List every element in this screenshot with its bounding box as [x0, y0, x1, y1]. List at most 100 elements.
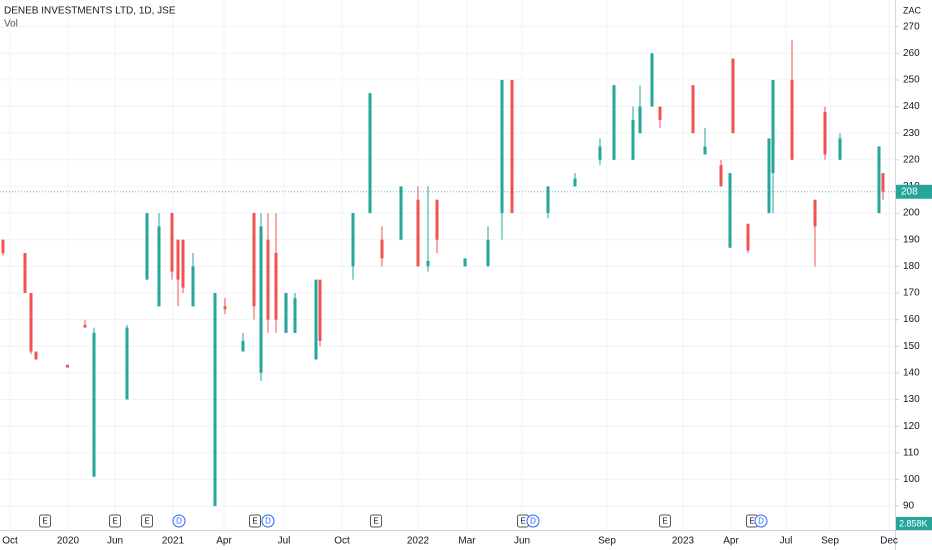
- dividend-marker: [172, 514, 186, 528]
- candle-body: [92, 332, 96, 477]
- event-label: E: [749, 517, 754, 526]
- x-tick-label: Sep: [598, 536, 616, 547]
- candle-body: [368, 93, 372, 214]
- candle-body: [83, 324, 87, 328]
- volume-label: 2.858K: [899, 518, 928, 528]
- x-tick-label: Apr: [723, 536, 739, 547]
- candle-body: [426, 261, 430, 267]
- candle-body: [252, 213, 256, 307]
- dividend-marker: [526, 514, 540, 528]
- candle-body: [66, 364, 69, 368]
- earnings-marker: [249, 514, 261, 528]
- x-tick-label: Sep: [821, 536, 839, 547]
- candle-body: [463, 258, 467, 267]
- event-label: E: [662, 517, 667, 526]
- x-tick-label: Jul: [278, 536, 291, 547]
- candle-body: [500, 79, 504, 214]
- event-label: E: [373, 517, 378, 526]
- candle-body: [746, 223, 750, 251]
- x-tick-label: Dec: [880, 536, 898, 547]
- y-tick-label: 270: [903, 21, 920, 32]
- candle-body: [435, 199, 439, 240]
- y-tick-label: 130: [903, 394, 920, 405]
- candle-body: [771, 79, 775, 174]
- y-tick-label: 190: [903, 234, 920, 245]
- candle-body: [284, 292, 288, 333]
- x-tick-label: 2020: [57, 536, 80, 547]
- y-tick-label: 140: [903, 368, 920, 379]
- dividend-marker: [754, 514, 768, 528]
- y-tick-label: 250: [903, 75, 920, 86]
- y-tick-label: 90: [903, 501, 915, 512]
- candle-body: [241, 340, 245, 352]
- candle-body: [125, 327, 129, 400]
- earnings-marker: [39, 514, 51, 528]
- volume-legend: Vol: [4, 19, 18, 30]
- y-tick-label: 100: [903, 474, 920, 485]
- candle-body: [170, 213, 174, 272]
- candle-body: [703, 146, 707, 155]
- candle-body: [399, 186, 403, 240]
- volume-box: [896, 517, 932, 530]
- earnings-marker: [659, 514, 671, 528]
- candle-body: [881, 173, 885, 192]
- candle-body: [191, 266, 195, 307]
- candle-body: [612, 85, 616, 160]
- candle-body: [318, 279, 322, 341]
- event-label: E: [112, 517, 117, 526]
- candle-body: [813, 199, 817, 227]
- candle-body: [486, 239, 490, 267]
- candle-body: [598, 146, 602, 160]
- earnings-marker: [109, 514, 121, 528]
- earnings-marker: [370, 514, 382, 528]
- y-tick-label: 240: [903, 101, 920, 112]
- candle-body: [658, 106, 662, 120]
- candle-body: [157, 226, 161, 307]
- event-label: D: [265, 517, 271, 526]
- currency-label: ZAC: [903, 5, 922, 15]
- candle-body: [631, 119, 635, 160]
- x-tick-label: Jul: [780, 536, 793, 547]
- event-label: E: [144, 517, 149, 526]
- y-tick-label: 120: [903, 421, 920, 432]
- event-label: E: [42, 517, 47, 526]
- candle-body: [23, 253, 27, 293]
- candle-body: [34, 351, 38, 360]
- candle-body: [176, 239, 180, 280]
- last-price-box: [896, 184, 932, 199]
- candle-body: [838, 138, 842, 160]
- candle-body: [380, 239, 384, 259]
- candle-body: [213, 292, 217, 507]
- candle-body: [266, 239, 270, 320]
- candle-body: [767, 138, 771, 214]
- candle-body: [823, 111, 827, 155]
- candle-body: [638, 106, 642, 134]
- candle-body: [181, 239, 185, 288]
- candle-body: [877, 146, 881, 214]
- y-tick-label: 150: [903, 341, 920, 352]
- chart-title: DENEB INVESTMENTS LTD, 1D, JSE: [4, 6, 176, 17]
- candle-body: [719, 165, 723, 187]
- event-label: E: [252, 517, 257, 526]
- x-tick-label: 2022: [407, 536, 430, 547]
- y-tick-label: 220: [903, 154, 920, 165]
- candle-body: [573, 178, 577, 187]
- x-tick-label: 2021: [162, 536, 185, 547]
- candle-body: [259, 226, 263, 373]
- x-tick-label: Apr: [216, 536, 232, 547]
- y-tick-label: 160: [903, 314, 920, 325]
- candle-body: [274, 253, 278, 320]
- x-tick-label: 2023: [672, 536, 695, 547]
- candle-body: [223, 306, 227, 309]
- candle-body: [293, 298, 297, 333]
- candle-body: [731, 58, 735, 134]
- y-tick-label: 260: [903, 48, 920, 59]
- candle-body: [546, 186, 550, 214]
- event-label: E: [520, 517, 525, 526]
- x-tick-label: Jun: [107, 536, 123, 547]
- y-tick-label: 110: [903, 447, 919, 458]
- candle-body: [29, 292, 33, 352]
- candle-body: [790, 79, 794, 160]
- x-tick-label: Oct: [334, 536, 350, 547]
